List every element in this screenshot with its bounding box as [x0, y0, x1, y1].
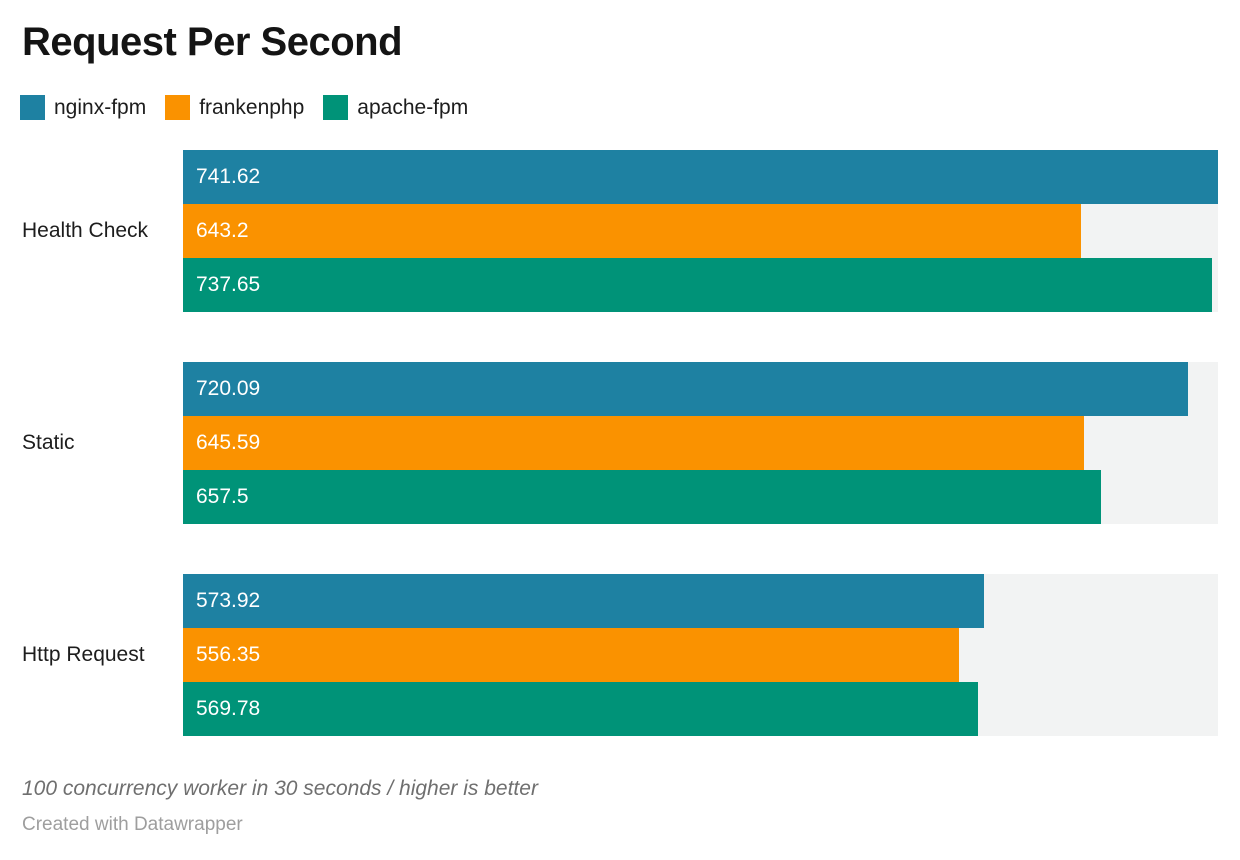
bar-value-label: 737.65: [196, 273, 261, 296]
bar-frankenphp-health-check: 643.2: [183, 204, 1081, 258]
bar-value-label: 643.2: [196, 219, 249, 242]
bar-nginx-fpm-static: 720.09: [183, 362, 1188, 416]
bar-track: 741.62 643.2 737.65: [183, 150, 1218, 312]
bar-groups: Health Check 741.62 643.2 737.65 Static 720.0…: [22, 150, 1218, 736]
legend-swatch-icon: [323, 95, 349, 120]
bar-row: 737.65: [183, 258, 1218, 312]
chart-note: 100 concurrency worker in 30 seconds / h…: [22, 777, 538, 800]
legend: nginx-fpm frankenphp apache-fpm: [20, 95, 468, 120]
bar-row: 643.2: [183, 204, 1218, 258]
bar-track: 720.09 645.59 657.5: [183, 362, 1218, 524]
bar-value-label: 657.5: [196, 485, 249, 508]
bar-row: 556.35: [183, 628, 1218, 682]
bar-chart: Health Check 741.62 643.2 737.65 Static 720.0…: [22, 150, 1218, 736]
legend-swatch-icon: [165, 95, 191, 120]
category-label: Http Request: [22, 643, 145, 666]
category-group-health-check: Health Check 741.62 643.2 737.65: [22, 150, 1218, 312]
bar-row: 569.78: [183, 682, 1218, 736]
bar-value-label: 573.92: [196, 589, 261, 612]
bar-track: 573.92 556.35 569.78: [183, 574, 1218, 736]
legend-item-apache-fpm: apache-fpm: [323, 95, 468, 120]
chart-title: Request Per Second: [22, 20, 403, 64]
category-label: Health Check: [22, 219, 149, 242]
bar-row: 573.92: [183, 574, 1218, 628]
legend-item-nginx-fpm: nginx-fpm: [20, 95, 146, 120]
legend-label: apache-fpm: [357, 95, 469, 119]
bar-value-label: 741.62: [196, 165, 261, 188]
category-group-http-request: Http Request 573.92 556.35 569.78: [22, 574, 1218, 736]
bar-apache-fpm-http-request: 569.78: [183, 682, 979, 736]
legend-label: frankenphp: [199, 95, 305, 119]
datawrapper-attribution-link[interactable]: Created with Datawrapper: [22, 814, 243, 835]
bar-frankenphp-http-request: 556.35: [183, 628, 960, 682]
bar-nginx-fpm-health-check: 741.62: [183, 150, 1218, 204]
bar-value-label: 569.78: [196, 697, 261, 720]
bar-value-label: 556.35: [196, 643, 261, 666]
bar-row: 741.62: [183, 150, 1218, 204]
legend-item-frankenphp: frankenphp: [165, 95, 304, 120]
bar-value-label: 645.59: [196, 431, 261, 454]
legend-swatch-icon: [20, 95, 45, 120]
category-label: Static: [22, 431, 75, 454]
bar-nginx-fpm-http-request: 573.92: [183, 574, 984, 628]
category-group-static: Static 720.09 645.59 657.5: [22, 362, 1218, 524]
bar-frankenphp-static: 645.59: [183, 416, 1084, 470]
bar-apache-fpm-static: 657.5: [183, 470, 1101, 524]
bar-apache-fpm-health-check: 737.65: [183, 258, 1213, 312]
bar-row: 645.59: [183, 416, 1218, 470]
bar-row: 720.09: [183, 362, 1218, 416]
bar-value-label: 720.09: [196, 377, 261, 400]
bar-row: 657.5: [183, 470, 1218, 524]
legend-label: nginx-fpm: [54, 95, 147, 119]
